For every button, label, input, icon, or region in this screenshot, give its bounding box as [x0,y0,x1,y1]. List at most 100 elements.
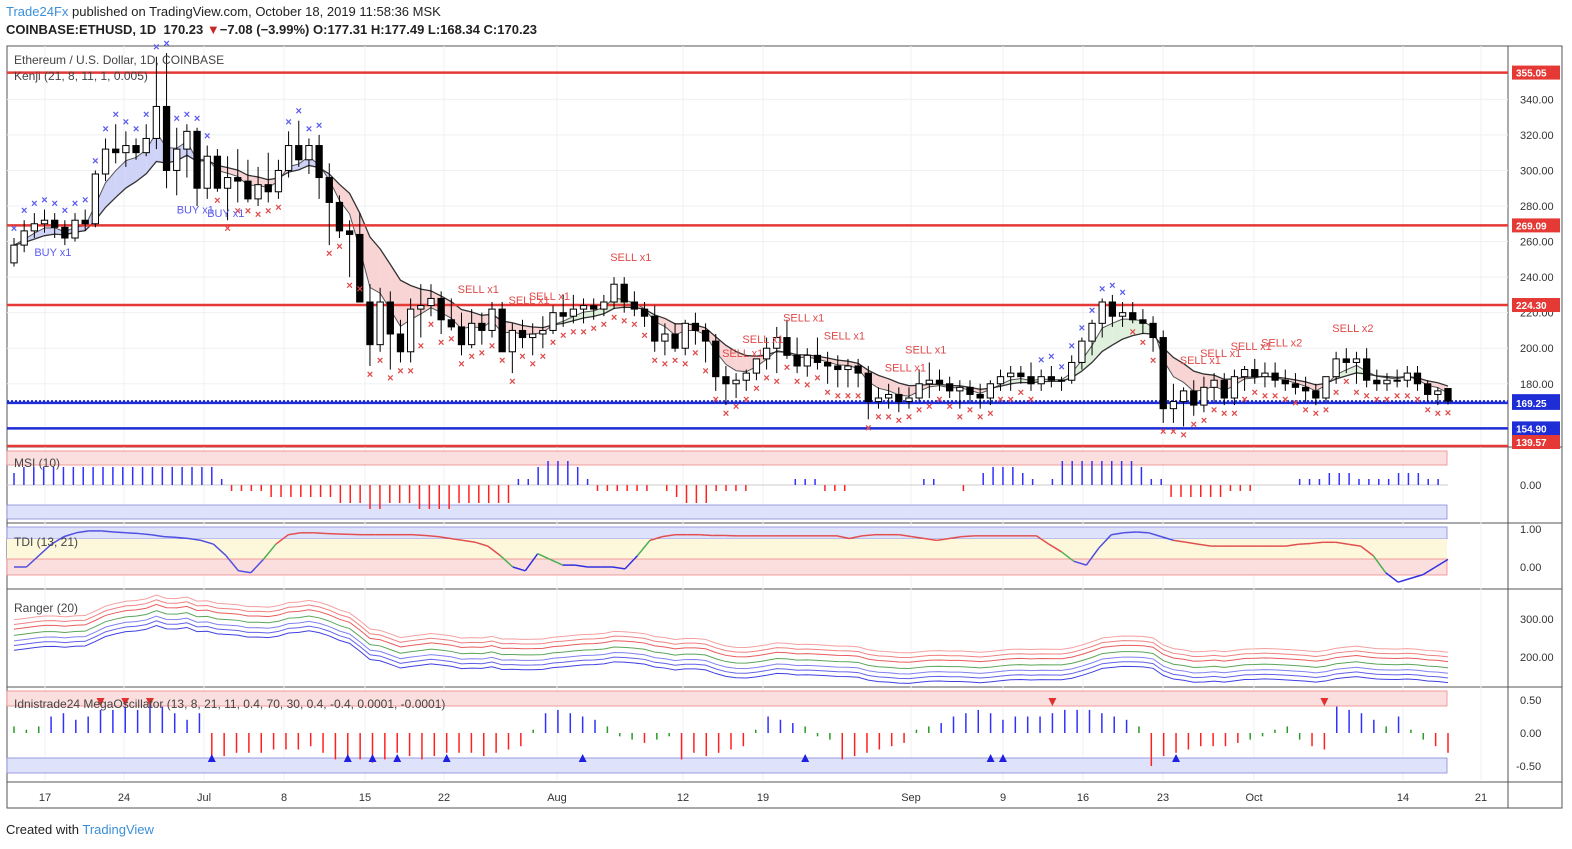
sell-x-mark: × [1241,394,1247,406]
candle-body [10,244,18,264]
msi-lower-zone [6,504,1448,520]
date-tick-label: 12 [677,792,689,804]
tdi-line-segment [1073,560,1087,566]
buy-x-mark: × [1109,280,1115,292]
tdi-line-segment [450,537,464,542]
buy-signal-label: BUY x1 [207,208,244,220]
sell-x-mark: × [458,358,464,370]
sell-x-mark: × [346,280,352,292]
candle-body [264,184,272,193]
buy-x-mark: × [184,109,190,121]
sell-x-mark: × [1353,387,1359,399]
candle-body [579,305,588,310]
sell-x-mark: × [1160,426,1166,438]
kenji-band-fill [380,248,391,310]
candle-body [712,340,720,378]
buy-x-mark: × [62,205,68,217]
date-tick-label: Oct [1245,792,1262,804]
sell-x-mark: × [580,326,586,338]
tdi-line-segment [412,533,426,537]
sell-x-mark: × [1414,394,1420,406]
candle-body [447,319,455,328]
buy-x-mark: × [112,109,118,121]
candle-body [864,372,872,403]
candle-body [406,308,415,353]
sell-x-mark: × [845,390,851,402]
kenji-band-fill [1173,357,1184,383]
candle-body [356,233,364,303]
tdi-line-segment [499,555,514,568]
kenji-fast-line [13,131,1449,397]
candle-body [488,308,496,331]
tdi-line-segment [51,535,65,545]
sell-x-mark: × [1272,390,1278,402]
candle-body [325,177,333,203]
candle-body [1403,372,1411,381]
sell-x-mark: × [662,358,668,370]
candle-body [315,145,323,179]
brand-name[interactable]: Trade24Fx [6,4,69,19]
sell-x-mark: × [550,337,556,349]
candle-body [203,155,211,189]
sell-x-mark: × [784,362,790,374]
tdi-line-segment [662,533,675,538]
candle-body [295,145,303,161]
last-price: 170.23 [163,22,204,37]
sell-x-mark: × [560,330,566,342]
tdi-line-segment [524,553,539,572]
tdi-mid-zone [7,539,1447,559]
sell-x-mark: × [875,412,881,424]
candle-body [51,219,59,228]
buy-x-mark: × [123,116,129,128]
candle-body [1352,358,1361,363]
sell-x-mark: × [997,394,1003,406]
candle-body [81,219,89,225]
price-tick-label: 280.00 [1520,201,1554,213]
price-pane-title: Ethereum / U.S. Dollar, 1D, COINBASE [14,53,224,67]
price-tag [1512,218,1560,233]
buy-x-mark: × [316,120,322,132]
candle-body [661,333,669,342]
publish-info: Trade24Fx published on TradingView.com, … [6,4,441,19]
sell-x-mark: × [570,326,576,338]
footer: Created with TradingView [6,822,154,837]
date-tick-label: Jul [197,792,211,804]
tdi-line-segment [1435,558,1449,568]
candle-body [1281,379,1289,385]
tdi-line-segment [512,566,526,572]
sell-x-mark: × [1424,405,1430,417]
buy-x-mark: × [174,113,180,125]
candle-body [884,393,893,399]
candle-body [539,329,547,335]
osc-buy-arrow [801,754,810,762]
ranger-band-line [13,599,1449,659]
sell-x-mark: × [916,405,922,417]
buy-signal-label: BUY x1 [177,204,214,216]
candle-body [417,305,425,310]
tdi-line-segment [1160,535,1174,542]
tdi-line-segment [238,570,252,574]
candle-body [122,145,130,154]
tdi-line-segment [699,533,713,537]
candle-body [1362,358,1371,381]
sell-x-mark: × [1445,408,1451,420]
candle-body [1434,390,1442,395]
sell-x-mark: × [702,365,708,377]
candle-body [1424,383,1432,395]
msi-title: MSI (10) [14,456,60,470]
candle-body [366,301,374,346]
buy-x-mark: × [153,42,159,54]
sell-signal-label: SELL x1 [722,348,763,360]
sell-x-mark: × [641,330,647,342]
tradingview-link[interactable]: TradingView [82,822,154,837]
osc-sell-arrow [96,698,105,706]
candle-body [671,333,679,349]
candle-body [162,105,171,171]
kenji-band-fill [451,301,462,329]
tdi-line-segment [624,555,639,570]
sell-signal-label: SELL x2 [1332,323,1373,335]
candle-body [1210,379,1218,388]
tdi-tick-label: 1.00 [1520,524,1541,536]
sell-x-mark: × [255,209,261,221]
